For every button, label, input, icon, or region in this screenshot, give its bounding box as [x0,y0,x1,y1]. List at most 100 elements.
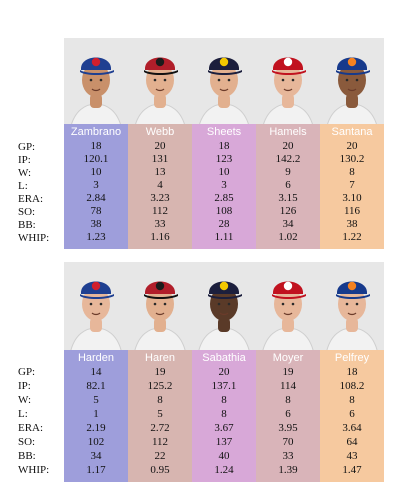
stat-label: L: [18,408,28,420]
pitcher-name: Pelfrey [320,350,384,366]
stat-value: 1.39 [278,464,298,476]
stat-value: 20 [346,140,358,152]
stat-value: 18 [346,366,358,378]
pitcher-name: Zambrano [64,124,128,140]
stat-value: 112 [151,205,169,217]
stat-value: 3 [93,179,99,191]
stat-value: 8 [157,394,163,406]
stat-value: 126 [279,205,297,217]
stat-value: 108.2 [339,380,365,392]
stats-block: 19 114 8 6 3.95 70 33 1.39 [256,366,320,482]
stat-value: 6 [349,408,355,420]
stats-block: 20 130.2 8 7 3.10 116 38 1.22 [320,140,384,249]
stats-block: 20 137.1 8 8 3.67 137 40 1.24 [192,366,256,482]
photo-row [64,262,384,354]
stat-value: 120.1 [83,153,109,165]
stat-value: 3 [221,179,227,191]
mets-player-photo [320,38,384,130]
stat-value: 33 [282,450,294,462]
stat-value: 82.1 [86,380,106,392]
phillies-player-photo [256,38,320,130]
stat-value: 10 [218,166,230,178]
stat-label: L: [18,180,28,192]
stat-value: 3.10 [342,192,362,204]
pitcher-name: Haren [128,350,192,366]
stat-value: 19 [282,366,294,378]
stat-value: 137 [215,436,233,448]
stat-label: WHIP: [18,464,50,476]
pitcher-name: Moyer [256,350,320,366]
pitcher-name: Webb [128,124,192,140]
stats-block: 19 125.2 8 5 2.72 112 22 0.95 [128,366,192,482]
mets-player-photo [320,262,384,354]
stat-value: 125.2 [147,380,173,392]
stat-label: SO: [18,206,36,218]
pitcher-name: Santana [320,124,384,140]
stat-value: 20 [218,366,230,378]
stat-value: 13 [154,166,166,178]
stat-value: 2.85 [214,192,234,204]
stats-block: 20 131 13 4 3.23 112 33 1.16 [128,140,192,249]
stat-value: 34 [282,218,294,230]
stat-value: 8 [349,394,355,406]
pitcher-name: Harden [64,350,128,366]
cubs-player-photo [64,262,128,354]
stat-label: BB: [18,219,36,231]
stat-value: 18 [218,140,230,152]
stat-value: 1 [93,408,99,420]
stat-value: 38 [346,218,358,230]
stat-value: 137.1 [211,380,237,392]
stats-block: 18 108.2 8 6 3.64 64 43 1.47 [320,366,384,482]
stat-label: SO: [18,436,36,448]
stat-value: 2.19 [86,422,106,434]
stats-block: 20 142.2 9 6 3.15 126 34 1.02 [256,140,320,249]
stat-value: 6 [285,179,291,191]
stat-value: 20 [282,140,294,152]
stat-label: GP: [18,366,36,378]
stat-value: 142.2 [275,153,301,165]
pitcher-name: Sabathia [192,350,256,366]
stat-value: 102 [87,436,105,448]
stat-value: 38 [90,218,102,230]
stat-value: 1.22 [342,231,362,243]
stat-value: 1.02 [278,231,298,243]
stat-value: 18 [90,140,102,152]
stat-label: GP: [18,141,36,153]
stat-value: 130.2 [339,153,365,165]
stat-value: 22 [154,450,166,462]
stat-value: 64 [346,436,358,448]
stat-label: W: [18,394,32,406]
stat-value: 9 [285,166,291,178]
stat-value: 108 [215,205,233,217]
stat-value: 123 [215,153,233,165]
cubs-player-photo [64,38,128,130]
stat-value: 2.84 [86,192,106,204]
stat-value: 33 [154,218,166,230]
phillies-player-photo [256,262,320,354]
stat-value: 78 [90,205,102,217]
dbacks-player-photo [128,38,192,130]
stat-label: WHIP: [18,232,50,244]
stat-label: W: [18,167,32,179]
stats-block: 14 82.1 5 1 2.19 102 34 1.17 [64,366,128,482]
stat-value: 8 [221,408,227,420]
stat-value: 20 [154,140,166,152]
stat-value: 1.23 [86,231,106,243]
stat-label: IP: [18,380,31,392]
stat-value: 8 [349,166,355,178]
stats-block: 18 120.1 10 3 2.84 78 38 1.23 [64,140,128,249]
stat-value: 19 [154,366,166,378]
stat-label: ERA: [18,422,44,434]
stat-value: 40 [218,450,230,462]
stat-value: 3.95 [278,422,298,434]
stat-value: 112 [151,436,169,448]
photo-row [64,38,384,130]
stat-value: 5 [157,408,163,420]
dbacks-player-photo [128,262,192,354]
stat-value: 43 [346,450,358,462]
stat-value: 1.24 [214,464,234,476]
stat-value: 3.64 [342,422,362,434]
stat-value: 70 [282,436,294,448]
brewers-player-photo [192,38,256,130]
stat-value: 116 [343,205,361,217]
